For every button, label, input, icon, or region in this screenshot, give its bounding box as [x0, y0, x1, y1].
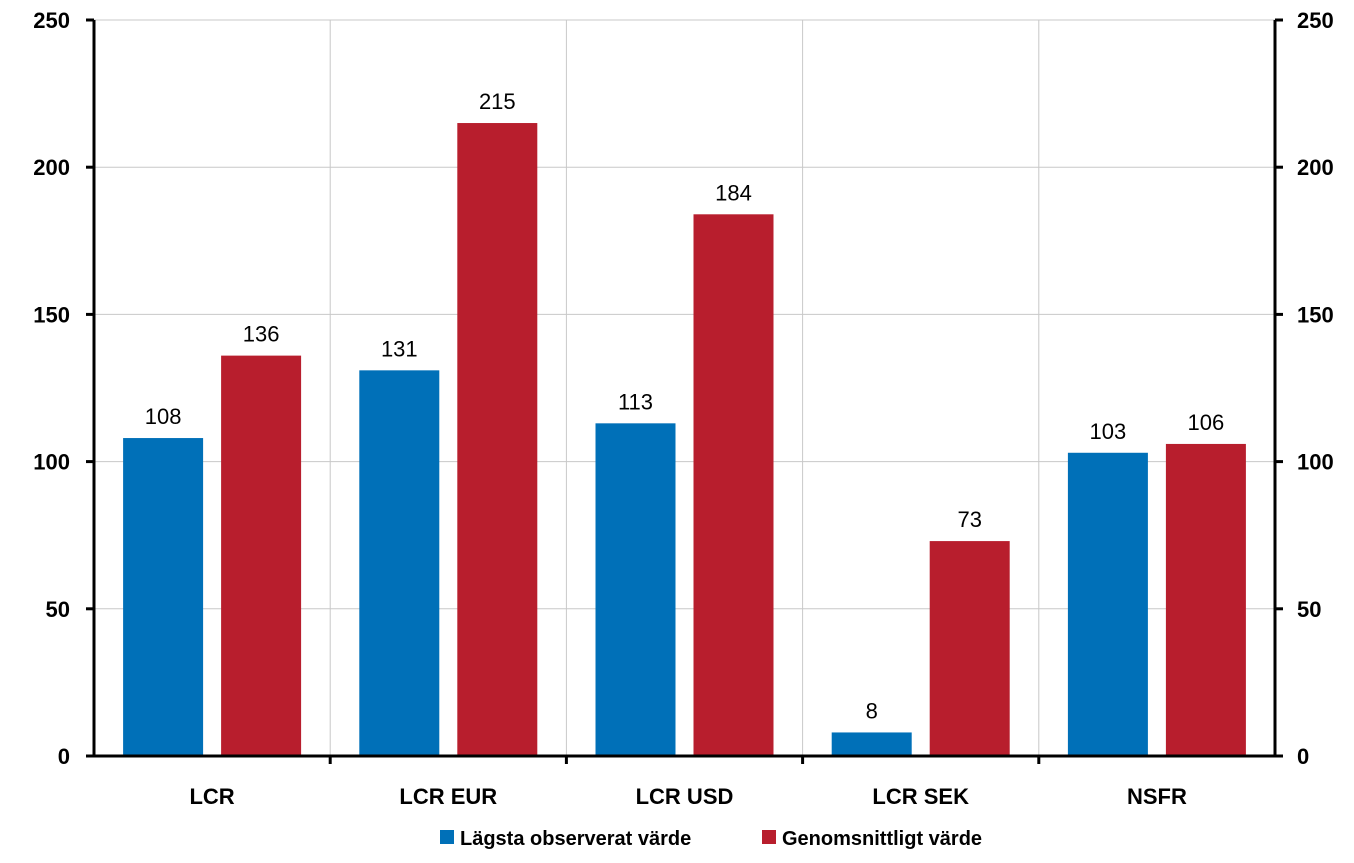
data-label: 215: [479, 89, 516, 114]
data-label: 103: [1090, 419, 1127, 444]
y-tick-label-left: 50: [46, 597, 70, 622]
bar-lowest: [831, 732, 912, 756]
y-tick-label-left: 100: [33, 450, 70, 475]
y-tick-label-left: 150: [33, 302, 70, 327]
bar-average: [221, 355, 302, 756]
x-category-label: LCR EUR: [399, 784, 497, 809]
data-label: 108: [145, 404, 182, 429]
axes: [86, 18, 1283, 764]
y-tick-label-right: 250: [1297, 8, 1334, 33]
bar-average: [693, 214, 774, 756]
y-tick-label-left: 0: [58, 744, 70, 769]
y-tick-label-right: 200: [1297, 155, 1334, 180]
data-label: 136: [243, 322, 280, 347]
y-tick-label-right: 0: [1297, 744, 1309, 769]
x-category-label: LCR USD: [636, 784, 734, 809]
y-tick-label-right: 100: [1297, 450, 1334, 475]
labels: 0 0 50 50 100 100 150 150 200 200 250 250 108 136 LCR 1…: [33, 8, 1333, 809]
legend: Lägsta observerat värde Genomsnittligt vä…: [440, 828, 982, 850]
x-category-label: LCR: [189, 784, 234, 809]
bar-average: [457, 123, 538, 757]
data-label: 184: [715, 180, 752, 205]
x-category-label: NSFR: [1127, 784, 1187, 809]
legend-swatch: [762, 830, 776, 844]
legend-swatch: [440, 830, 454, 844]
data-label: 73: [957, 507, 981, 532]
bar-lowest: [359, 370, 440, 756]
legend-label: Lägsta observerat värde: [460, 828, 691, 850]
y-tick-label-right: 50: [1297, 597, 1321, 622]
y-tick-label-left: 200: [33, 155, 70, 180]
data-label: 131: [381, 336, 418, 361]
bar-average: [929, 541, 1010, 756]
x-category-label: LCR SEK: [872, 784, 969, 809]
y-tick-label-right: 150: [1297, 302, 1334, 327]
legend-label: Genomsnittligt värde: [782, 828, 982, 850]
bar-average: [1165, 443, 1246, 756]
data-label: 113: [618, 389, 653, 414]
bar-lowest: [595, 423, 676, 756]
bar-lowest: [1067, 452, 1148, 756]
bar-lowest: [123, 438, 204, 756]
y-tick-label-left: 250: [33, 8, 70, 33]
data-label: 8: [866, 698, 878, 723]
data-label: 106: [1188, 410, 1225, 435]
bars: [123, 123, 1246, 757]
